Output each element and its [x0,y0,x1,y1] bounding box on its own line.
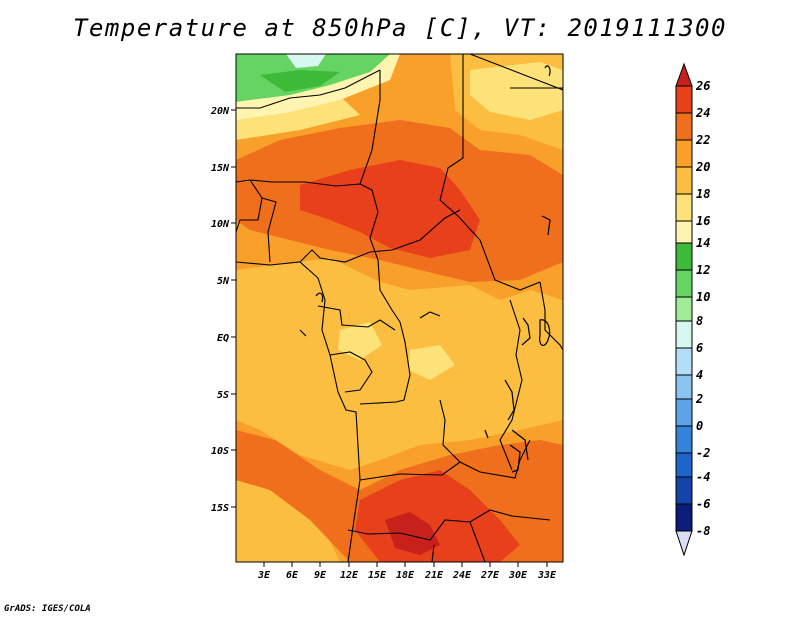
longitude-axis [263,562,548,567]
grads-credit: GrADS: IGES/COLA [4,604,91,614]
colorbar-swatch-18-20 [675,166,693,195]
colorbar-swatch-14-16 [675,220,693,244]
lon-label-12e: 12E [340,570,359,581]
lon-label-30e: 30E [508,570,528,581]
lon-label-27e: 27E [480,570,500,581]
temperature-field [236,54,563,562]
colorbar-label-14: 14 [696,236,710,250]
field-band-24-26 [300,160,480,258]
field-band-18-20-b [236,470,340,562]
field-band-16-18 [470,62,563,120]
lat-label-10s: 10S [211,446,229,457]
longitude-labels: 3E 6E 9E 12E 15E 18E 21E 24E 27E 30E 33E [257,570,557,581]
lon-label-33e: 33E [537,570,557,581]
colorbar-label-16: 16 [696,214,710,228]
lakes [299,65,551,473]
colorbar-swatch-m4-m2 [675,452,693,478]
colorbar-swatch-m6-m4 [675,476,693,505]
lon-label-21e: 21E [424,570,444,581]
colorbar-label-m6: -6 [696,497,710,511]
lon-label-18e: 18E [396,570,415,581]
colorbar-swatch-6-8 [675,320,693,349]
map-frame [235,53,564,563]
lat-label-10n: 10N [211,219,230,230]
field-band-6-8 [286,54,326,68]
colorbar-swatch-m8-m6 [675,503,693,532]
field-band-18-20 [236,258,563,470]
latitude-axis [231,109,236,508]
colorbar-label-26: 26 [695,79,710,93]
lat-label-15s: 15S [211,503,229,514]
lon-label-6e: 6E [286,570,299,581]
colorbar-label-18: 18 [696,187,710,201]
lon-label-15e: 15E [368,570,387,581]
lat-label-5n: 5N [217,276,230,287]
colorbar-label-4: 4 [696,368,703,382]
map-title: Temperature at 850hPa [C], VT: 201911130… [73,14,727,42]
colorbar-swatch-0-2 [675,398,693,427]
colorbar-swatch-2-4 [675,374,693,400]
colorbar-label-2: 2 [695,392,703,406]
colorbar-cap-bottom [675,530,693,557]
field-band-10-12 [260,70,340,92]
colorbar-label-m4: -4 [696,470,710,484]
colorbar-swatch-22-24 [675,112,693,141]
colorbar [675,62,693,557]
colorbar-swatch-4-6 [675,347,693,376]
lon-label-9e: 9E [314,570,327,581]
colorbar-swatch-16-18 [675,193,693,222]
colorbar-swatch-24-26 [675,85,693,114]
colorbar-swatch-12-14 [675,242,693,271]
colorbar-label-24: 24 [695,106,710,120]
colorbar-label-10: 10 [696,290,710,304]
colorbar-label-12: 12 [696,263,710,277]
country-borders [236,54,563,562]
lat-label-20n: 20N [210,106,230,117]
colorbar-swatch-m2-0 [675,425,693,454]
lat-label-eq: EQ [217,333,229,344]
colorbar-label-m2: -2 [696,446,710,460]
colorbar-label-0: 0 [696,419,703,433]
colorbar-swatch-8-10 [675,296,693,322]
colorbar-swatch-20-22 [675,139,693,168]
colorbar-label-6: 6 [696,341,703,355]
latitude-labels: 20N 15N 10N 5N EQ 5S 10S 15S [210,106,230,514]
field-band-gt26 [385,512,440,555]
colorbar-cap-top [675,62,693,87]
field-band-16-18-c [408,345,455,380]
lat-label-15n: 15N [211,163,230,174]
colorbar-labels: 26 24 22 20 18 16 14 12 10 8 6 4 2 0 -2 … [695,79,710,538]
colorbar-swatch-10-12 [675,269,693,298]
lon-label-3e: 3E [257,570,271,581]
lat-label-5s: 5S [217,390,229,401]
colorbar-label-22: 22 [695,133,710,147]
field-band-16-18-d [338,322,382,360]
lon-label-24e: 24E [452,570,472,581]
colorbar-label-m8: -8 [696,524,710,538]
colorbar-label-20: 20 [695,160,710,174]
colorbar-label-8: 8 [696,314,703,328]
